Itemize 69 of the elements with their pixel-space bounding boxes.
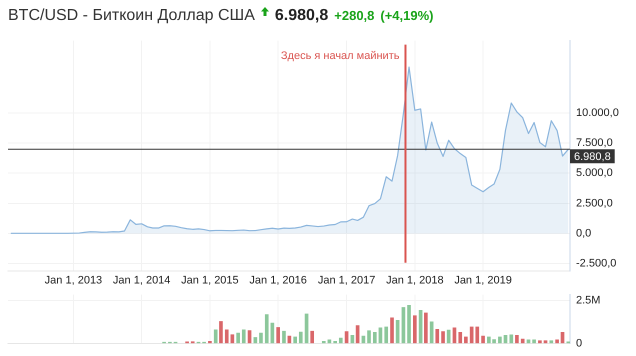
bar — [236, 332, 240, 344]
bar — [504, 335, 508, 344]
x-tick-label: Jan 1, 2018 — [386, 274, 444, 286]
y-tick-label: 0 — [576, 337, 582, 350]
bar — [390, 318, 394, 344]
y-tick-label: 7.500,0 — [576, 137, 613, 150]
bar — [219, 321, 223, 344]
bar — [446, 330, 450, 344]
bar — [544, 340, 548, 344]
y-tick-label: -2.500,0 — [576, 258, 616, 270]
bar — [378, 327, 382, 344]
bar — [458, 332, 462, 344]
bar — [264, 314, 269, 344]
bar — [367, 330, 371, 344]
bar — [384, 326, 388, 344]
bar — [259, 332, 263, 344]
y-tick-label: 5.000,0 — [576, 167, 613, 180]
bar — [242, 330, 246, 344]
bar — [270, 322, 274, 344]
bar — [298, 332, 303, 344]
ref-line-label: Здесь я начал майнить — [280, 50, 400, 62]
bar — [356, 325, 360, 344]
bar — [435, 329, 440, 344]
x-tick-label: Jan 1, 2016 — [249, 274, 307, 286]
bar — [407, 305, 411, 344]
bar — [441, 331, 445, 344]
bar — [424, 312, 428, 344]
bar — [475, 326, 480, 344]
x-tick-label: Jan 1, 2014 — [112, 274, 170, 286]
bar — [452, 327, 456, 344]
bar — [282, 330, 286, 344]
bar — [362, 336, 366, 344]
x-tick-label: Jan 1, 2015 — [181, 274, 239, 286]
bar — [304, 314, 308, 344]
bar — [487, 336, 491, 344]
y-tick-label: 2.500,0 — [576, 197, 613, 210]
bar — [470, 326, 474, 344]
y-tick-label: 10.000,0 — [576, 106, 619, 119]
bar — [396, 320, 400, 344]
x-tick-label: Jan 1, 2019 — [454, 274, 512, 286]
chart-title: BTC/USD - Биткоин Доллар США — [8, 7, 255, 25]
bar — [418, 310, 422, 344]
bar — [214, 330, 218, 344]
bar — [509, 334, 514, 344]
bar — [350, 335, 354, 344]
bar — [526, 339, 530, 344]
bar — [402, 307, 406, 344]
bar — [498, 336, 502, 344]
bar — [248, 330, 252, 344]
ref-line-label: 6.980,8 — [574, 150, 611, 163]
bar — [293, 336, 297, 344]
bar — [288, 336, 292, 344]
bar — [372, 332, 377, 344]
x-tick-label: Jan 1, 2017 — [318, 274, 376, 286]
bar — [515, 335, 519, 344]
x-tick-label: Jan 1, 2013 — [44, 274, 102, 286]
bar — [344, 331, 348, 344]
bar — [224, 330, 229, 344]
bar — [464, 336, 468, 344]
bar — [254, 337, 258, 344]
bar — [430, 321, 434, 344]
y-tick-label: 2.5M — [576, 294, 600, 307]
y-tick-label: 0,0 — [576, 227, 592, 240]
bar — [310, 330, 314, 344]
bar — [412, 315, 417, 344]
chart-subtitle: 6.980,8 +280,8 (+4,19%) — [274, 7, 434, 24]
bar — [230, 334, 234, 344]
bar — [276, 327, 280, 344]
bar — [481, 336, 485, 344]
